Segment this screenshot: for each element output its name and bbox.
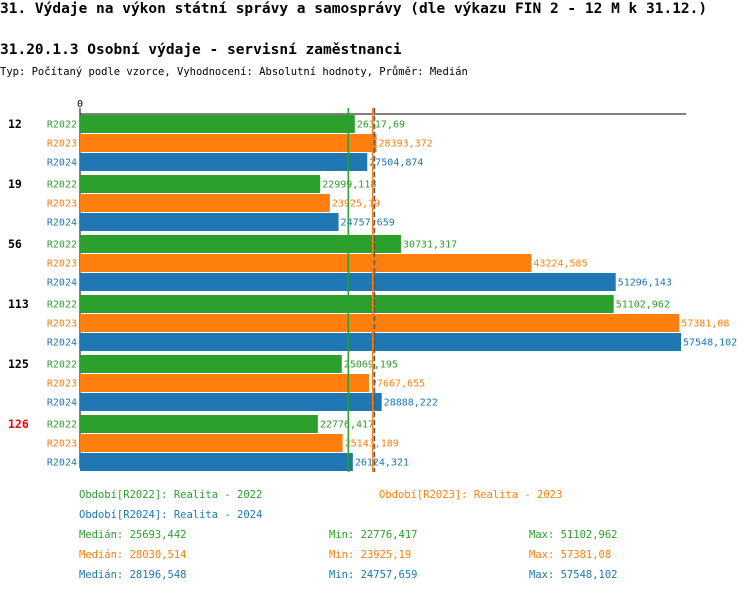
series-label: R2024 [47,218,77,229]
data-label: 57548,102 [683,338,737,349]
series-label: R2022 [47,420,77,431]
chart-title: 31. Výdaje na výkon státní správy a samo… [0,1,708,17]
bar [80,333,681,351]
data-label: 25143,189 [345,439,399,450]
legend-median-r2024: Medián: 28196,548 [79,569,187,581]
legend-max-r2023: Max: 57381,08 [529,549,612,561]
bar [80,254,532,272]
series-label: R2024 [47,458,77,469]
series-label: R2023 [47,199,77,210]
data-label: 57381,08 [681,319,729,330]
legend-min-r2022: Min: 22776,417 [329,529,418,541]
bar [80,175,321,193]
bar [80,213,339,231]
category-label: 113 [8,297,29,311]
legend-median-r2022: Medián: 25693,442 [79,529,187,541]
series-label: R2023 [47,319,77,330]
data-label: 23925,19 [332,199,380,210]
bar [80,453,353,471]
series-label: R2023 [47,139,77,150]
bar [80,374,369,392]
series-label: R2024 [47,338,77,349]
legend-max-r2022: Max: 51102,962 [529,529,618,541]
series-label: R2023 [47,379,77,390]
legend-period-r2023: Období[R2023]: Realita - 2023 [379,489,563,501]
data-label: 28393,372 [379,139,433,150]
series-label: R2022 [47,300,77,311]
data-label: 51296,143 [618,278,672,289]
series-label: R2024 [47,158,77,169]
chart-type-line: Typ: Počítaný podle vzorce, Vyhodnocení:… [0,66,468,78]
legend-period-r2022: Období[R2022]: Realita - 2022 [79,489,263,501]
series-label: R2022 [47,180,77,191]
category-label: 12 [8,117,22,131]
data-label: 28888,222 [384,398,438,409]
chart-subtitle: 31.20.1.3 Osobní výdaje - servisní zaměs… [0,42,402,58]
data-label: 30731,317 [403,240,457,251]
data-label: 51102,962 [616,300,670,311]
category-label: 19 [8,177,22,191]
bar [80,115,355,133]
bar [80,295,614,313]
bar [80,434,343,452]
bar [80,355,342,373]
series-label: R2023 [47,259,77,270]
data-label: 43224,585 [533,259,587,270]
data-label: 22999,118 [322,180,376,191]
bar [80,415,318,433]
bar [80,235,401,253]
series-label: R2024 [47,398,77,409]
bar [80,393,382,411]
series-label: R2023 [47,439,77,450]
bar [80,153,368,171]
legend-period-r2024: Období[R2024]: Realita - 2024 [79,509,263,521]
legend-min-r2024: Min: 24757,659 [329,569,418,581]
bar [80,134,377,152]
legend-max-r2024: Max: 57548,102 [529,569,618,581]
series-label: R2024 [47,278,77,289]
data-label: 24757,659 [341,218,395,229]
x-axis-zero-label: 0 [77,99,83,110]
legend-median-r2023: Medián: 28030,514 [79,549,187,561]
category-label: 126 [8,417,29,431]
series-label: R2022 [47,360,77,371]
data-label: 27667,655 [371,379,425,390]
legend-min-r2023: Min: 23925,19 [329,549,412,561]
bar [80,194,330,212]
data-label: 25069,195 [344,360,398,371]
bar [80,314,680,332]
data-label: 22776,417 [320,420,374,431]
category-label: 125 [8,357,29,371]
data-label: 26124,321 [355,458,409,469]
series-label: R2022 [47,240,77,251]
series-label: R2022 [47,120,77,131]
data-label: 26317,69 [357,120,405,131]
category-label: 56 [8,237,22,251]
data-label: 27504,874 [369,158,423,169]
